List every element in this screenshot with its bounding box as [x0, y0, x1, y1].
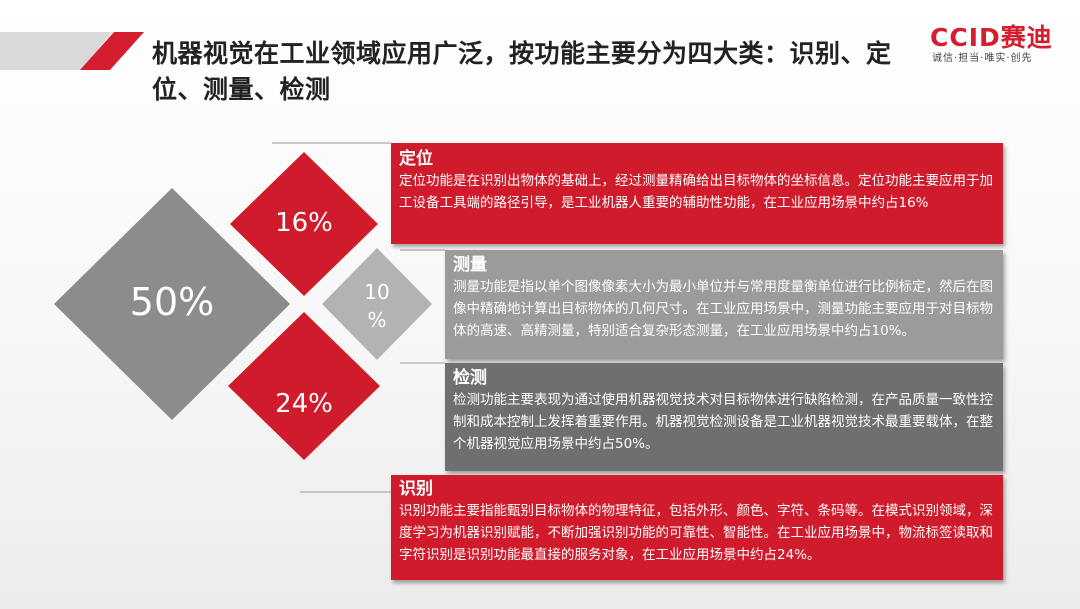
panel-jiance-title: 检测: [453, 368, 487, 388]
page-title: 机器视觉在工业领域应用广泛，按功能主要分为四大类：识别、定位、测量、检测: [152, 39, 892, 104]
logo-slogan: 诚信·担当·唯实·创先: [932, 53, 1033, 64]
diamond-measure-label-top: 10: [364, 280, 390, 304]
panel-jiance-text: 检测功能主要表现为通过使用机器视觉技术对目标物体进行缺陷检测，在产品质量一致性控…: [453, 392, 993, 452]
panel-shibie-title: 识别: [399, 479, 433, 499]
panel-dingwei-text: 定位功能是在识别出物体的基础上，经过测量精确给出目标物体的坐标信息。定位功能主要…: [399, 173, 993, 211]
diamond-position: [230, 152, 378, 296]
title-gray-stripe: [0, 32, 112, 70]
diamond-detect: [54, 188, 290, 420]
logo-brand: CCID赛迪: [930, 23, 1053, 52]
title-red-parallelogram: [80, 32, 144, 70]
ccid-logo: CCID赛迪 诚信·担当·唯实·创先: [930, 18, 1060, 68]
diamond-identify: [228, 312, 380, 460]
panel-celiang-text: 测量功能是指以单个图像像素大小为最小单位并与常用度量衡单位进行比例标定，然后在图…: [453, 279, 993, 339]
diamond-measure: [322, 248, 432, 360]
panel-dingwei-title: 定位: [399, 149, 433, 169]
title-bar: 机器视觉在工业领域应用广泛，按功能主要分为四大类：识别、定位、测量、检测 CCI…: [0, 0, 1080, 110]
panel-celiang-title: 测量: [453, 255, 487, 275]
panel-dingwei: 定位 定位功能是在识别出物体的基础上，经过测量精确给出目标物体的坐标信息。定位功…: [391, 143, 1003, 244]
panel-jiance: 检测 检测功能主要表现为通过使用机器视觉技术对目标物体进行缺陷检测，在产品质量一…: [445, 363, 1003, 471]
panel-shibie: 识别 识别功能主要指能甄别目标物体的物理特征，包括外形、颜色、字符、条码等。在模…: [391, 475, 1003, 580]
title-accent-stripes: [0, 32, 144, 70]
diamond-identify-label: 24%: [275, 389, 333, 419]
diamond-position-label: 16%: [275, 208, 333, 238]
panel-shibie-text: 识别功能主要指能甄别目标物体的物理特征，包括外形、颜色、字符、条码等。在模式识别…: [399, 503, 993, 563]
diamond-measure-label-bottom: %: [367, 308, 387, 332]
diamond-detect-label: 50%: [129, 280, 215, 324]
panel-celiang: 测量 测量功能是指以单个图像像素大小为最小单位并与常用度量衡单位进行比例标定，然…: [445, 250, 1003, 359]
